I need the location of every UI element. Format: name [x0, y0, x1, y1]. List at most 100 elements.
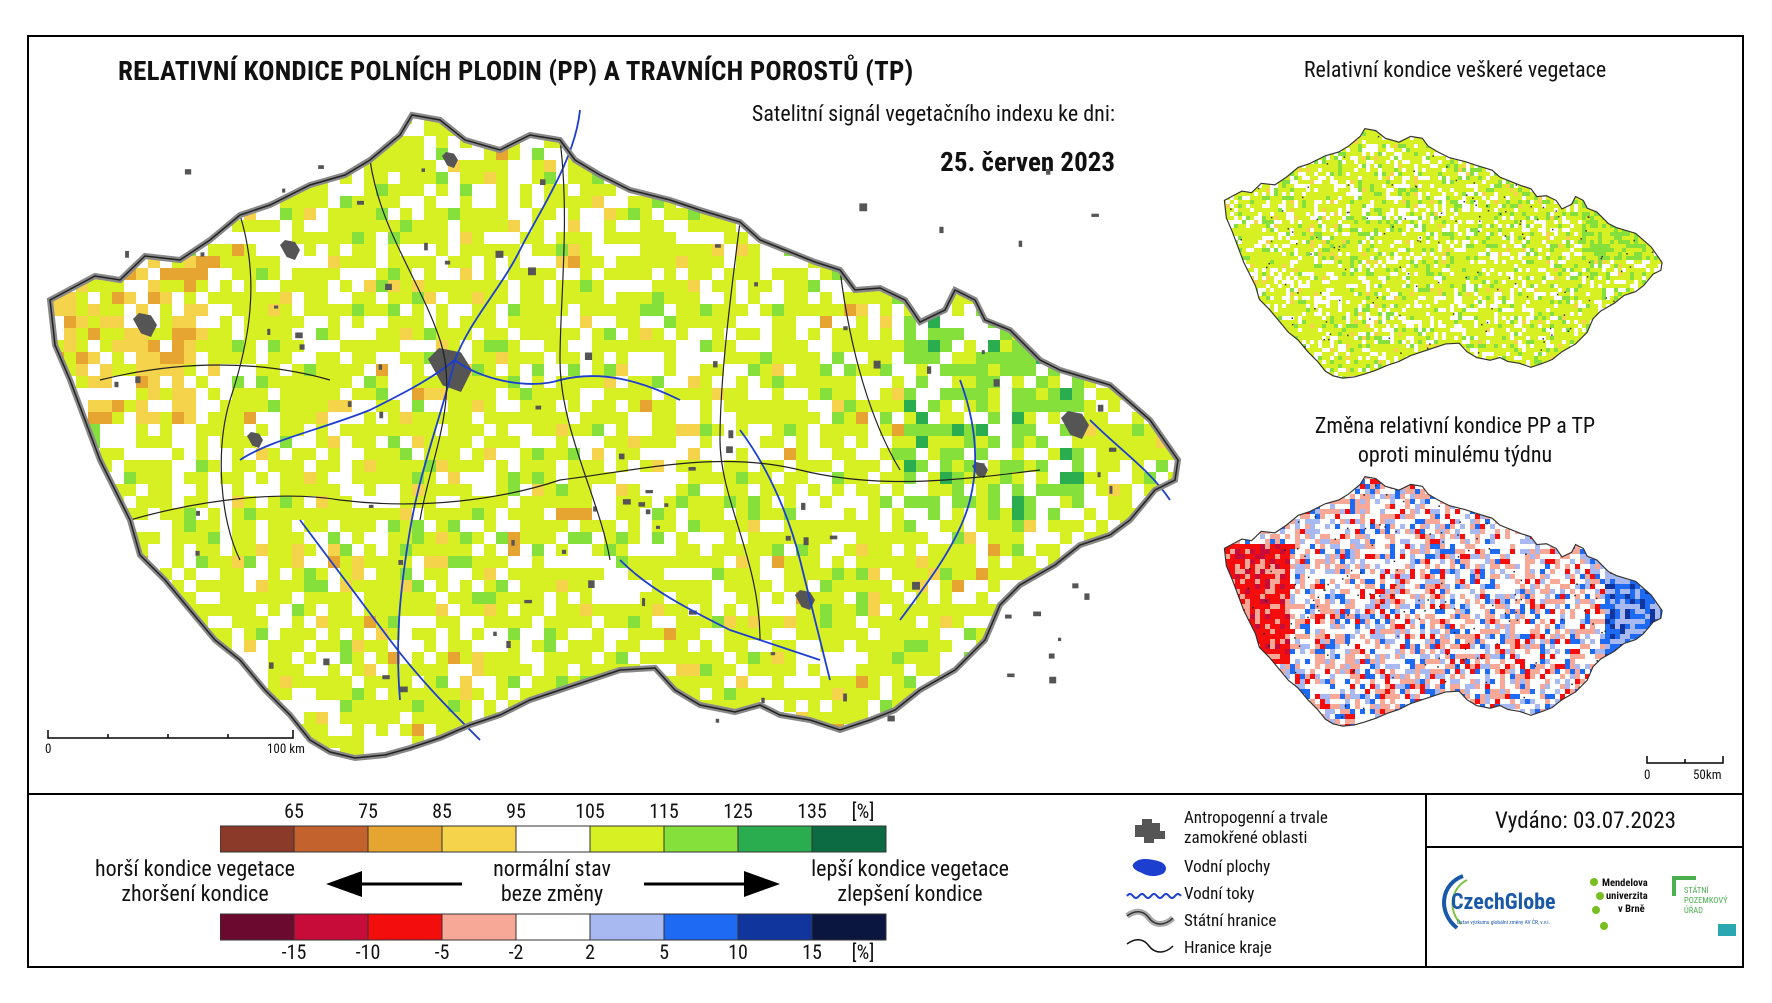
condition-cell: [676, 388, 688, 400]
condition-cell: [856, 484, 868, 496]
region-border: [99, 364, 331, 381]
condition-cell: [280, 124, 292, 136]
condition-cell: [460, 688, 472, 700]
condition-cell: [244, 352, 256, 364]
vegetation-cell: [1282, 136, 1286, 140]
vegetation-cell: [1642, 96, 1646, 100]
vegetation-cell: [1390, 100, 1394, 104]
condition-cell: [832, 388, 844, 400]
vegetation-cell: [1370, 132, 1374, 136]
condition-cell: [1036, 124, 1048, 136]
condition-cell: [388, 688, 400, 700]
map-frame: [27, 35, 1744, 968]
condition-cell: [1096, 700, 1108, 712]
condition-cell: [508, 124, 520, 136]
condition-cell: [580, 520, 592, 532]
condition-cell: [568, 196, 580, 208]
condition-cell: [796, 364, 808, 376]
condition-cell: [124, 220, 136, 232]
vegetation-cell: [1318, 120, 1322, 124]
condition-cell: [940, 424, 952, 436]
condition-cell: [532, 364, 544, 376]
vegetation-cell: [1602, 112, 1606, 116]
vegetation-cell: [1630, 136, 1634, 140]
condition-cell: [556, 352, 568, 364]
urban-patch: [1018, 240, 1023, 247]
condition-cell: [1012, 292, 1024, 304]
vegetation-cell: [1542, 140, 1546, 144]
condition-cell: [76, 292, 88, 304]
vegetation-cell: [1298, 140, 1302, 144]
condition-cell: [1060, 688, 1072, 700]
condition-cell: [796, 460, 808, 472]
vegetation-cell: [1454, 144, 1458, 148]
condition-cell: [1012, 244, 1024, 256]
condition-cell: [364, 484, 376, 496]
condition-cell: [388, 436, 400, 448]
condition-cell: [268, 460, 280, 472]
condition-cell: [328, 664, 340, 676]
vegetation-cell: [1578, 96, 1582, 100]
vegetation-cell: [1386, 140, 1390, 144]
condition-cell: [160, 304, 172, 316]
vegetation-cell: [1274, 108, 1278, 112]
condition-cell: [388, 592, 400, 604]
condition-cell: [376, 448, 388, 460]
vegetation-cell: [1662, 116, 1666, 120]
vegetation-cell: [1474, 128, 1478, 132]
condition-cell: [580, 196, 592, 208]
condition-cell: [832, 115, 844, 124]
vegetation-cell: [1458, 124, 1462, 128]
vegetation-cell: [1454, 112, 1458, 116]
condition-cell: [940, 436, 952, 448]
condition-cell: [436, 280, 448, 292]
condition-cell: [232, 256, 244, 268]
vegetation-cell: [1382, 100, 1386, 104]
condition-cell: [580, 712, 592, 724]
condition-cell: [100, 292, 112, 304]
condition-cell: [844, 520, 856, 532]
condition-cell: [50, 592, 52, 604]
condition-cell: [760, 508, 772, 520]
condition-cell: [964, 352, 976, 364]
condition-cell: [712, 748, 724, 758]
condition-cell: [1084, 748, 1096, 758]
condition-cell: [292, 580, 304, 592]
condition-cell: [892, 244, 904, 256]
vegetation-cell: [1246, 148, 1250, 152]
condition-cell: [868, 172, 880, 184]
vegetation-cell: [1398, 128, 1402, 132]
condition-cell: [232, 604, 244, 616]
vegetation-cell: [1530, 144, 1534, 148]
condition-cell: [844, 580, 856, 592]
vegetation-cell: [1602, 116, 1606, 120]
vegetation-cell: [1306, 112, 1310, 116]
condition-cell: [50, 448, 52, 460]
condition-cell: [1060, 208, 1072, 220]
condition-cell: [976, 376, 988, 388]
vegetation-cell: [1346, 136, 1350, 140]
condition-cell: [172, 712, 184, 724]
vegetation-cell: [1562, 140, 1566, 144]
condition-cell: [364, 508, 376, 520]
vegetation-cell: [1382, 104, 1386, 108]
condition-cell: [1108, 496, 1120, 508]
condition-cell: [592, 352, 604, 364]
vegetation-cell: [1298, 100, 1302, 104]
vegetation-cell: [1342, 100, 1346, 104]
urban-patch: [873, 360, 881, 369]
condition-cell: [1144, 700, 1156, 712]
condition-cell: [724, 184, 736, 196]
condition-cell: [100, 520, 112, 532]
vegetation-cell: [1230, 148, 1234, 152]
vegetation-cell: [1518, 144, 1522, 148]
condition-cell: [868, 580, 880, 592]
condition-cell: [124, 196, 136, 208]
condition-cell: [544, 304, 556, 316]
urban-patch: [754, 282, 758, 287]
condition-cell: [808, 244, 820, 256]
vegetation-cell: [1386, 100, 1390, 104]
condition-cell: [856, 124, 868, 136]
condition-cell: [64, 616, 76, 628]
condition-cell: [568, 532, 580, 544]
